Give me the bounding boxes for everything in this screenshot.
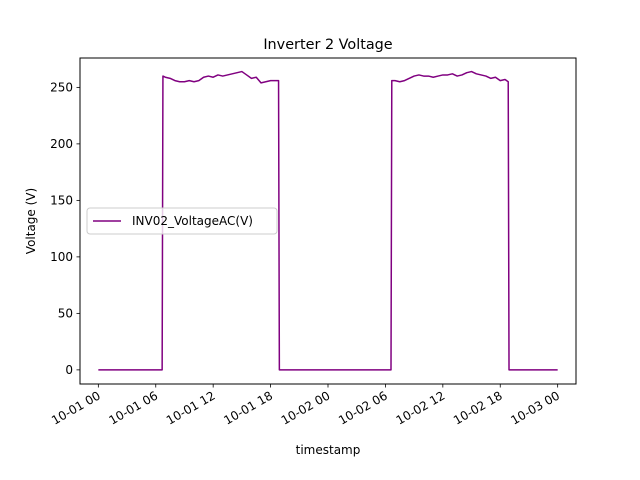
legend-box bbox=[86, 207, 278, 235]
plot-area bbox=[98, 70, 558, 371]
y-tick-label: 100 bbox=[50, 250, 73, 264]
y-tick-label: 150 bbox=[50, 194, 73, 208]
y-tick-label: 0 bbox=[65, 363, 73, 377]
legend-label: INV02_VoltageAC(V) bbox=[132, 214, 253, 228]
chart-title: Inverter 2 Voltage bbox=[263, 37, 392, 53]
series-line-0 bbox=[98, 70, 558, 371]
y-tick-label: 50 bbox=[58, 307, 73, 321]
legend: INV02_VoltageAC(V) bbox=[86, 207, 278, 235]
x-axis-title: timestamp bbox=[296, 443, 361, 457]
y-tick-label: 250 bbox=[50, 81, 73, 95]
y-axis-title: Voltage (V) bbox=[24, 188, 38, 254]
y-tick-label: 200 bbox=[50, 137, 73, 151]
y-axis: 0 50 100 150 200 250 bbox=[50, 81, 80, 377]
